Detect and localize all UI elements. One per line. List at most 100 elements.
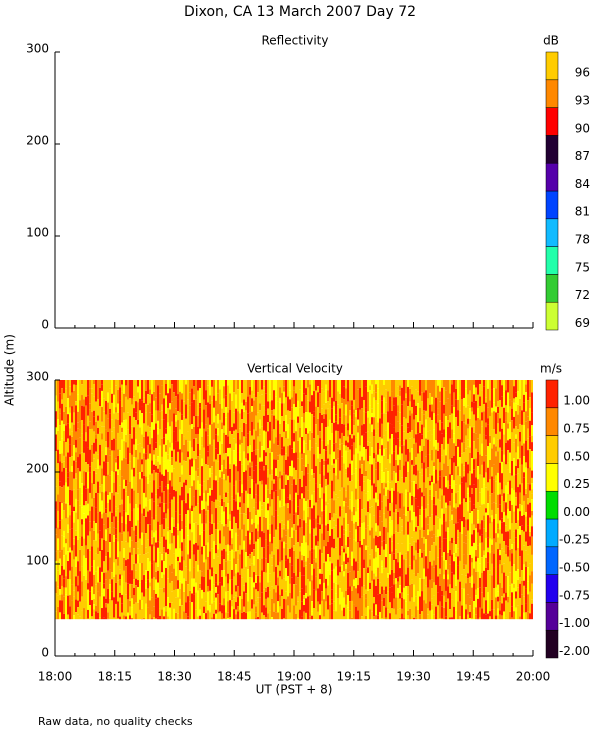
- field-cell: [335, 611, 337, 620]
- field-cell: [189, 558, 191, 572]
- field-cell: [493, 402, 495, 412]
- field-cell: [187, 510, 189, 530]
- field-cell: [197, 380, 199, 391]
- field-cell: [403, 431, 405, 441]
- field-cell: [281, 528, 283, 538]
- field-cell: [503, 380, 505, 392]
- field-cell: [421, 527, 423, 538]
- field-cell: [253, 556, 255, 566]
- field-cell: [187, 596, 189, 617]
- field-cell: [499, 504, 501, 521]
- field-cell: [385, 395, 387, 403]
- field-cell: [311, 380, 313, 396]
- field-cell: [367, 567, 369, 574]
- field-cell: [351, 474, 353, 481]
- field-cell: [225, 591, 227, 613]
- field-cell: [531, 493, 533, 500]
- field-cell: [475, 589, 477, 596]
- field-cell: [415, 550, 417, 560]
- field-cell: [289, 411, 291, 419]
- field-cell: [315, 518, 317, 528]
- colorbar-label: -0.25: [559, 533, 590, 547]
- field-cell: [317, 567, 319, 589]
- field-cell: [307, 473, 309, 491]
- field-cell: [527, 450, 529, 469]
- field-cell: [451, 554, 453, 573]
- field-cell: [295, 543, 297, 558]
- field-cell: [351, 438, 353, 446]
- field-cell: [505, 554, 507, 576]
- field-cell: [523, 545, 525, 565]
- field-cell: [397, 431, 399, 439]
- field-cell: [139, 427, 141, 444]
- field-cell: [165, 606, 167, 612]
- field-cell: [503, 454, 505, 462]
- field-cell: [377, 388, 379, 404]
- field-cell: [191, 428, 193, 448]
- field-cell: [169, 380, 171, 389]
- field-cell: [445, 380, 447, 391]
- field-cell: [469, 418, 471, 427]
- field-cell: [287, 503, 289, 508]
- field-cell: [257, 617, 259, 620]
- field-cell: [527, 581, 529, 595]
- field-cell: [409, 388, 411, 394]
- field-cell: [337, 404, 339, 425]
- field-cell: [231, 380, 233, 401]
- field-cell: [191, 466, 193, 487]
- field-cell: [217, 393, 219, 414]
- field-cell: [279, 523, 281, 540]
- field-cell: [469, 501, 471, 514]
- field-cell: [147, 458, 149, 479]
- field-cell: [237, 611, 239, 620]
- field-cell: [429, 404, 431, 418]
- field-cell: [461, 521, 463, 534]
- field-cell: [175, 589, 177, 598]
- field-cell: [417, 403, 419, 423]
- field-cell: [209, 488, 211, 496]
- field-cell: [71, 422, 73, 432]
- field-cell: [337, 537, 339, 560]
- field-cell: [99, 387, 101, 399]
- field-cell: [143, 617, 145, 620]
- field-cell: [253, 429, 255, 440]
- field-cell: [65, 468, 67, 483]
- field-cell: [189, 380, 191, 393]
- field-cell: [521, 604, 523, 620]
- field-cell: [69, 457, 71, 472]
- field-cell: [357, 562, 359, 572]
- field-cell: [417, 573, 419, 592]
- field-cell: [105, 447, 107, 456]
- field-cell: [261, 558, 263, 571]
- field-cell: [495, 533, 497, 543]
- field-cell: [479, 405, 481, 420]
- field-cell: [473, 504, 475, 510]
- field-cell: [161, 572, 163, 578]
- field-cell: [65, 441, 67, 457]
- field-cell: [181, 419, 183, 434]
- field-cell: [281, 537, 283, 542]
- field-cell: [227, 412, 229, 428]
- field-cell: [227, 612, 229, 619]
- field-cell: [475, 556, 477, 562]
- field-cell: [211, 617, 213, 620]
- field-cell: [113, 380, 115, 395]
- field-cell: [503, 551, 505, 564]
- field-cell: [351, 460, 353, 475]
- field-cell: [99, 486, 101, 494]
- field-cell: [343, 597, 345, 608]
- field-cell: [215, 613, 217, 619]
- field-cell: [263, 532, 265, 548]
- field-cell: [253, 394, 255, 401]
- field-cell: [511, 544, 513, 549]
- field-cell: [251, 461, 253, 467]
- field-cell: [243, 471, 245, 491]
- field-cell: [111, 512, 113, 523]
- field-cell: [139, 582, 141, 600]
- field-cell: [507, 412, 509, 424]
- field-cell: [297, 506, 299, 516]
- field-cell: [471, 557, 473, 563]
- field-cell: [473, 542, 475, 559]
- field-cell: [325, 561, 327, 579]
- field-cell: [75, 599, 77, 613]
